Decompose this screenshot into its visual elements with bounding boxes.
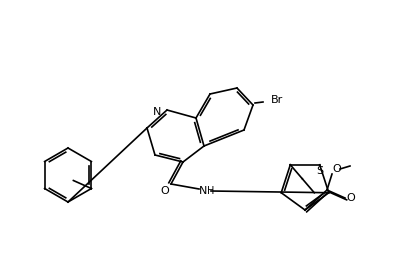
- Text: Br: Br: [271, 95, 283, 105]
- Text: O: O: [346, 193, 355, 203]
- Text: O: O: [161, 186, 169, 196]
- Text: O: O: [332, 164, 341, 174]
- Text: S: S: [316, 166, 323, 176]
- Text: N: N: [153, 107, 161, 117]
- Text: H: H: [207, 186, 215, 196]
- Text: N: N: [199, 186, 207, 196]
